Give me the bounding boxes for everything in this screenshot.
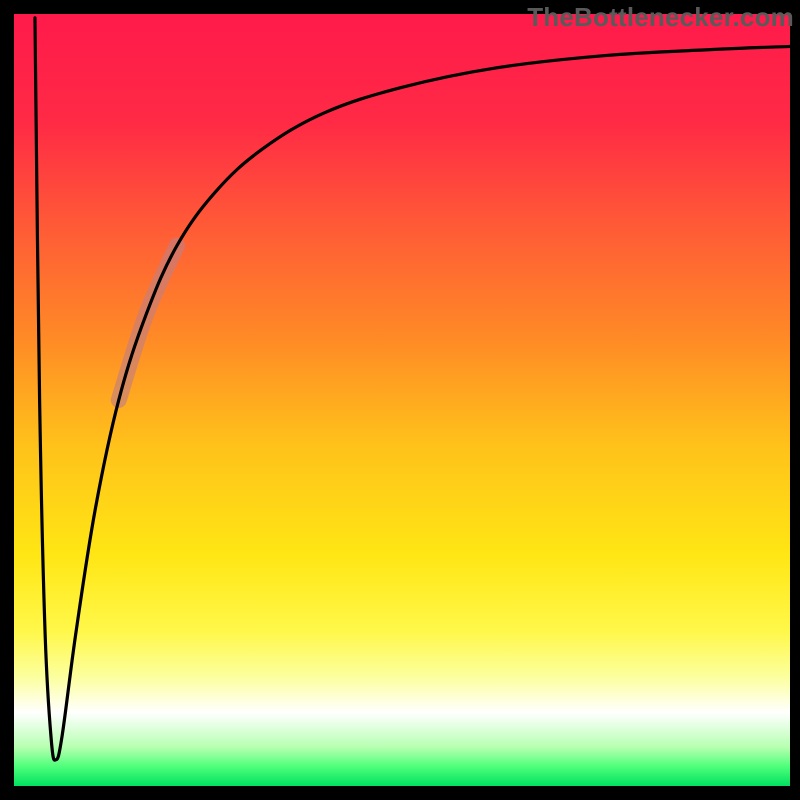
chart-svg [0,0,800,800]
watermark-text: TheBottlenecker.com [527,2,794,33]
chart-background [14,14,790,786]
bottleneck-chart: TheBottlenecker.com [0,0,800,800]
